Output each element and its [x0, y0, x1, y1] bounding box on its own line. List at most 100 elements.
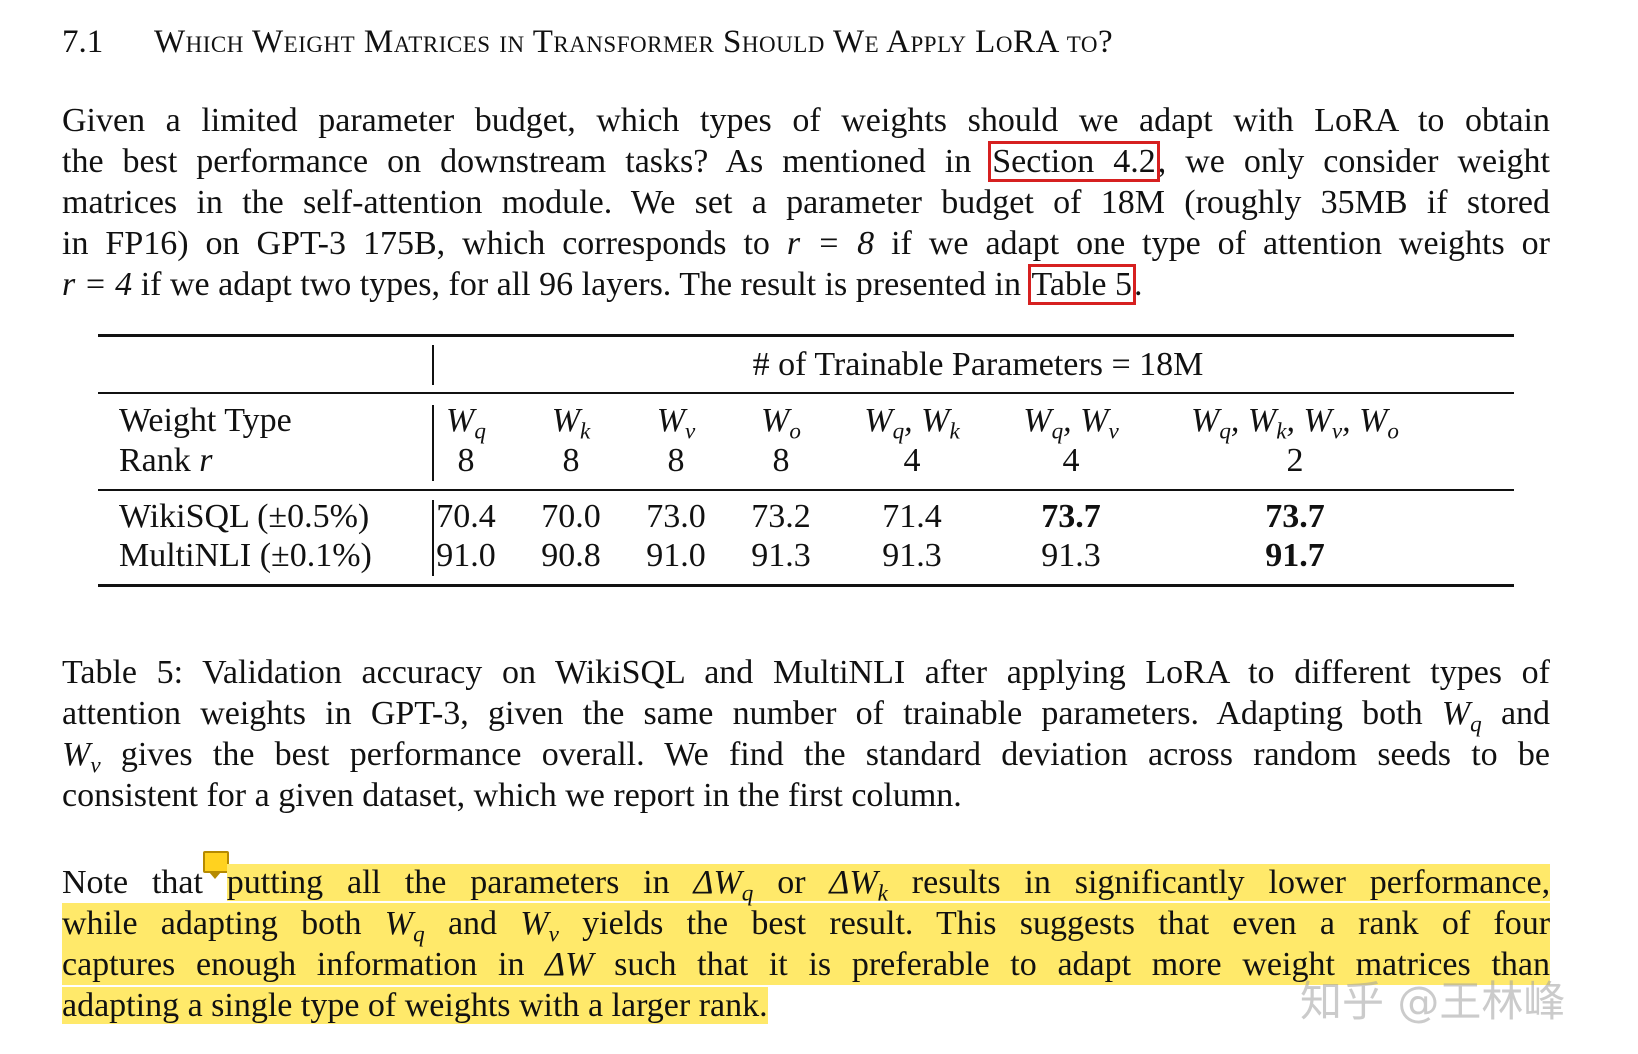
delta-w-k: ΔWk — [829, 864, 888, 907]
w-q-symbol: Wq — [384, 905, 425, 948]
w-symbol: W — [446, 402, 475, 439]
rank-value: 4 — [1062, 442, 1080, 479]
section-ref-link[interactable]: Section 4.2 — [988, 141, 1160, 182]
note-line-3: captures enough information in ΔW such t… — [62, 944, 1550, 985]
intro-line-1: Given a limited parameter budget, which … — [62, 102, 1550, 139]
col-header-wv: Wv — [656, 402, 696, 443]
table-vrule-top — [432, 345, 434, 385]
w-symbol: W — [761, 402, 790, 439]
w-sub: v — [685, 418, 696, 445]
note-line-2: while adapting both Wq and Wv yields the… — [62, 903, 1550, 948]
table-cell: 70.4 — [436, 498, 496, 535]
table-mid-rule — [98, 489, 1514, 491]
col-header-wo: Wo — [761, 402, 801, 443]
col-header-wk: Wk — [551, 402, 591, 443]
table-bottom-rule — [98, 584, 1514, 587]
note-text: adapting a single type of weights with a… — [62, 987, 768, 1024]
caption-line-1: Table 5: Validation accuracy on WikiSQL … — [62, 654, 1550, 691]
sticky-note-icon[interactable] — [203, 851, 229, 879]
intro-text: the best performance on downstream tasks… — [62, 143, 972, 180]
highlight-segment: putting all the parameters in ΔWq or ΔWk… — [226, 864, 1551, 907]
intro-paragraph: Given a limited parameter budget, which … — [62, 100, 1550, 305]
intro-line-3: matrices in the self-attention module. W… — [62, 184, 1550, 221]
w-sub: q — [474, 418, 486, 445]
note-line-4: adapting a single type of weights with a… — [62, 985, 1550, 1026]
table-vrule-mid — [432, 405, 434, 481]
table-cell: 91.0 — [646, 537, 706, 574]
table-caption: Table 5: Validation accuracy on WikiSQL … — [62, 652, 1550, 816]
table-cell: 70.0 — [541, 498, 601, 535]
row-label-weight-type: Weight Type — [119, 402, 292, 439]
w-symbol: W — [1023, 402, 1052, 439]
note-text: and — [447, 905, 498, 942]
w-symbol: W — [551, 402, 581, 439]
w-v-symbol: Wv — [520, 905, 559, 948]
note-paragraph: Note that putting all the parameters in … — [62, 862, 1551, 1026]
note-text: captures enough information in — [62, 946, 525, 983]
rank-value: 8 — [772, 442, 790, 479]
caption-line-4: consistent for a given dataset, which we… — [62, 777, 962, 814]
section-heading: 7.1 Which Weight Matrices in Transformer … — [62, 24, 1562, 61]
intro-text: in FP16) on GPT-3 175B, which correspond… — [62, 225, 770, 262]
w-sub: o — [789, 418, 801, 445]
note-text: or — [777, 864, 806, 901]
intro-text: if we adapt two types, for all 96 layers… — [140, 266, 1021, 303]
table-cell: 91.3 — [1041, 537, 1101, 574]
note-line-1: Note that putting all the parameters in … — [62, 862, 1551, 907]
table-cell: 91.3 — [751, 537, 811, 574]
caption-text: attention weights in GPT-3, given the sa… — [62, 695, 1423, 732]
table-cell: 71.4 — [882, 498, 942, 535]
table-top-rule — [98, 334, 1514, 337]
w-v-symbol: Wv — [62, 736, 101, 779]
col-header-wq-wk: Wq, Wk — [864, 402, 960, 445]
table-cell: 90.8 — [541, 537, 601, 574]
w-symbol: W — [656, 402, 686, 439]
col-header-all-weights: Wq, Wk, Wv, Wo — [1191, 402, 1399, 445]
delta-w-q: ΔWq — [693, 864, 754, 907]
w-sub: q — [892, 418, 905, 445]
rank-label-text: Rank — [119, 442, 191, 479]
section-title: Which Weight Matrices in Transformer Sho… — [154, 24, 1114, 60]
table-header-rule — [98, 392, 1514, 394]
results-table: # of Trainable Parameters = 18M Weight T… — [98, 334, 1514, 619]
table-cell: 91.0 — [436, 537, 496, 574]
table-cell-best: 91.7 — [1265, 537, 1325, 574]
col-header-wq-wv: Wq, Wv — [1023, 402, 1119, 445]
rank-value: 8 — [667, 442, 685, 479]
row-label-multinli: MultiNLI (±0.1%) — [119, 537, 372, 574]
note-text: while adapting both — [62, 905, 362, 942]
w-symbol: W — [1080, 402, 1109, 439]
caption-line-2: attention weights in GPT-3, given the sa… — [62, 693, 1551, 738]
w-symbol: W — [921, 402, 950, 439]
w-sub: k — [580, 418, 591, 445]
note-text: putting all the parameters in — [226, 864, 670, 901]
table-cell-best: 73.7 — [1041, 498, 1101, 535]
row-label-wikisql: WikiSQL (±0.5%) — [119, 498, 370, 535]
w-q-symbol: Wq — [1441, 695, 1482, 738]
table-cell: 91.3 — [882, 537, 942, 574]
delta-w: ΔW — [545, 946, 594, 983]
intro-line-2: the best performance on downstream tasks… — [62, 141, 1550, 182]
section-number: 7.1 — [62, 24, 104, 60]
zhihu-watermark: 知乎 @王林峰 — [1300, 977, 1566, 1026]
note-text: results in significantly lower performan… — [911, 864, 1551, 901]
rank-eq-4: r = 4 — [62, 266, 133, 303]
intro-line-5: r = 4 if we adapt two types, for all 96 … — [62, 264, 1550, 305]
w-sub: k — [949, 418, 960, 445]
note-text: Note that — [62, 864, 203, 901]
caption-text: gives the best performance overall. We f… — [120, 736, 1551, 773]
note-text: such that it is preferable to adapt more… — [614, 946, 1550, 983]
rank-value: 8 — [562, 442, 580, 479]
rank-value: 8 — [457, 442, 475, 479]
rank-value: 2 — [1286, 442, 1304, 479]
rank-symbol: r — [199, 442, 213, 479]
row-label-rank: Rank r — [119, 442, 213, 480]
table-group-header: # of Trainable Parameters = 18M — [752, 346, 1204, 383]
table-cell: 73.2 — [751, 498, 811, 535]
table-ref-link[interactable]: Table 5 — [1027, 264, 1137, 305]
caption-text: and — [1500, 695, 1551, 732]
caption-line-3: Wv gives the best performance overall. W… — [62, 734, 1551, 779]
w-sub: q — [1051, 418, 1064, 445]
table-vrule-bottom — [432, 500, 434, 576]
